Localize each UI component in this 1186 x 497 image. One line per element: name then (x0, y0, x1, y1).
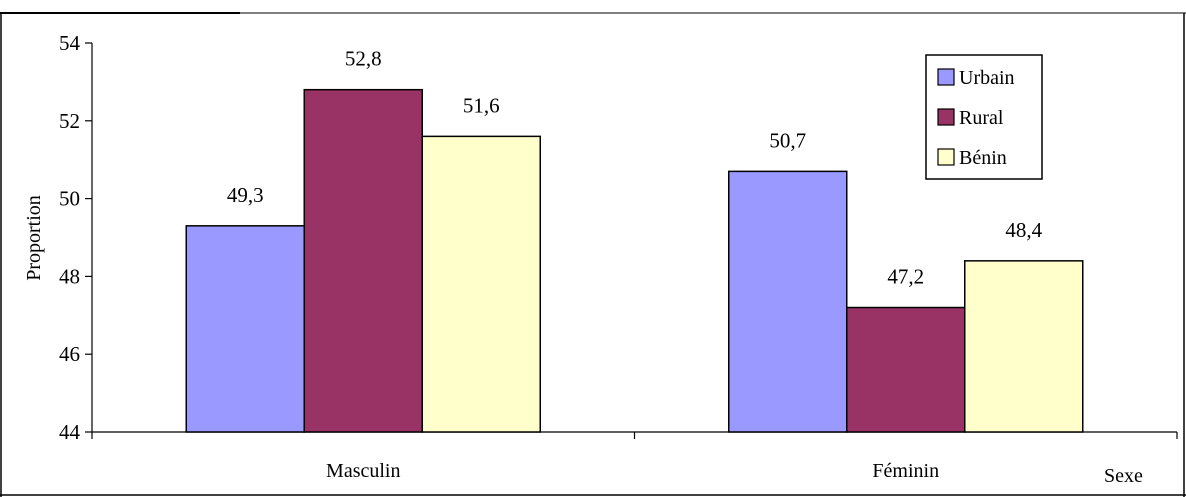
legend-label: Bénin (959, 147, 1007, 169)
legend-swatch (937, 148, 955, 166)
bar (964, 260, 1084, 433)
x-tick-label: Féminin (872, 460, 939, 482)
bar-value-label: 49,3 (227, 183, 264, 207)
bars (185, 88, 1084, 433)
bar-value-label: 47,2 (887, 265, 924, 289)
y-axis: 44 46 48 50 52 54 (59, 31, 93, 444)
bar-value-label: 52,8 (345, 47, 382, 71)
y-tick-label: 54 (59, 31, 81, 55)
y-axis-title: Proportion (23, 195, 45, 281)
x-tick-label: Masculin (326, 460, 400, 482)
value-labels: 49,3 52,8 51,6 50,7 47,2 48,4 (227, 47, 1043, 289)
legend: Urbain Rural Bénin (925, 54, 1043, 180)
y-tick-label: 48 (59, 264, 80, 288)
x-axis-title: Sexe (1104, 465, 1143, 487)
bar (846, 306, 966, 433)
bar-value-label: 48,4 (1005, 218, 1042, 242)
bar (728, 170, 848, 433)
bar (185, 225, 305, 433)
bar-value-label: 51,6 (463, 93, 500, 117)
x-axis: Masculin Féminin (91, 431, 1178, 482)
y-tick-label: 50 (59, 187, 80, 211)
bar (421, 135, 541, 433)
y-tick-label: 44 (59, 420, 81, 444)
bar (303, 88, 423, 433)
legend-swatch (937, 68, 955, 86)
bar-value-label: 50,7 (769, 128, 806, 152)
legend-swatch (937, 108, 955, 126)
legend-label: Rural (959, 107, 1004, 129)
legend-label: Urbain (959, 67, 1015, 89)
y-tick-label: 46 (59, 342, 80, 366)
y-tick-label: 52 (59, 109, 80, 133)
